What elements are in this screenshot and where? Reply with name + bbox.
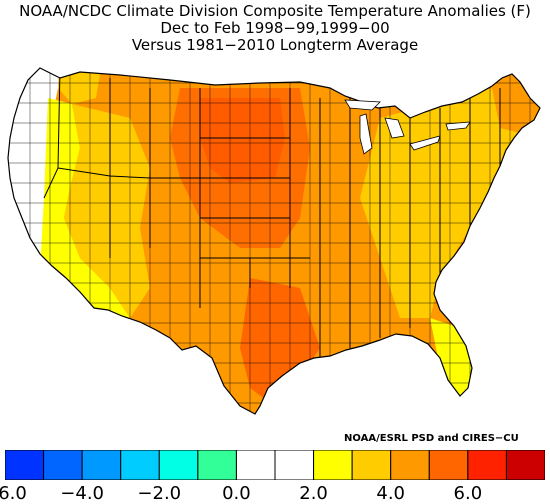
colorbar-swatch [390,450,430,480]
colorbar-tick-label: 4.0 [376,483,406,504]
colorbar-swatch [197,450,237,480]
map-title-line3: Versus 1981−2010 Longterm Average [131,36,419,54]
data-credit: NOAA/ESRL PSD and CIRES−CU [344,433,519,444]
colorbar-swatch [120,450,160,480]
colorbar-tick-label: 2.0 [299,483,328,504]
us-anomaly-map [7,67,541,415]
colorbar-swatch [158,450,199,480]
colorbar-swatch [5,450,45,480]
lake-ontario [445,121,471,131]
colorbar-swatch [428,450,469,480]
anomaly-zone-plains-redorange [170,88,310,248]
colorbar-swatch [313,450,353,480]
anomaly-colorbar [5,450,545,480]
colorbar-swatch [235,450,276,480]
colorbar-swatch [351,450,392,480]
colorbar-tick-label: 0.0 [222,483,251,504]
colorbar-swatch [505,450,545,480]
colorbar-tick-label: −2.0 [137,483,182,504]
colorbar-swatch [81,450,122,480]
colorbar-tick-label: −4.0 [60,483,104,504]
lake-huron [384,117,405,139]
great-lakes [344,99,471,155]
colorbar-tick-label: 6.0 [453,483,483,504]
colorbar-tick-label: −6.0 [0,483,27,504]
anomaly-zone-east-gold [360,78,540,318]
map-title-line1: NOAA/NCDC Climate Division Composite Tem… [19,2,531,20]
colorbar-swatch [467,450,507,480]
anomaly-zone-florida-yellow [430,318,480,403]
anomaly-zone-greatbasin-gold [64,104,150,318]
lake-erie [409,135,441,151]
colorbar-swatch [274,450,315,480]
colorbar-swatch [43,450,83,480]
lake-superior [344,99,381,111]
map-title-line2: Dec to Feb 1998−99,1999−00 [160,19,390,37]
state-boundary-lines [43,68,501,358]
anomaly-zone-pacnw-gold [58,68,100,104]
lake-michigan [359,113,373,155]
